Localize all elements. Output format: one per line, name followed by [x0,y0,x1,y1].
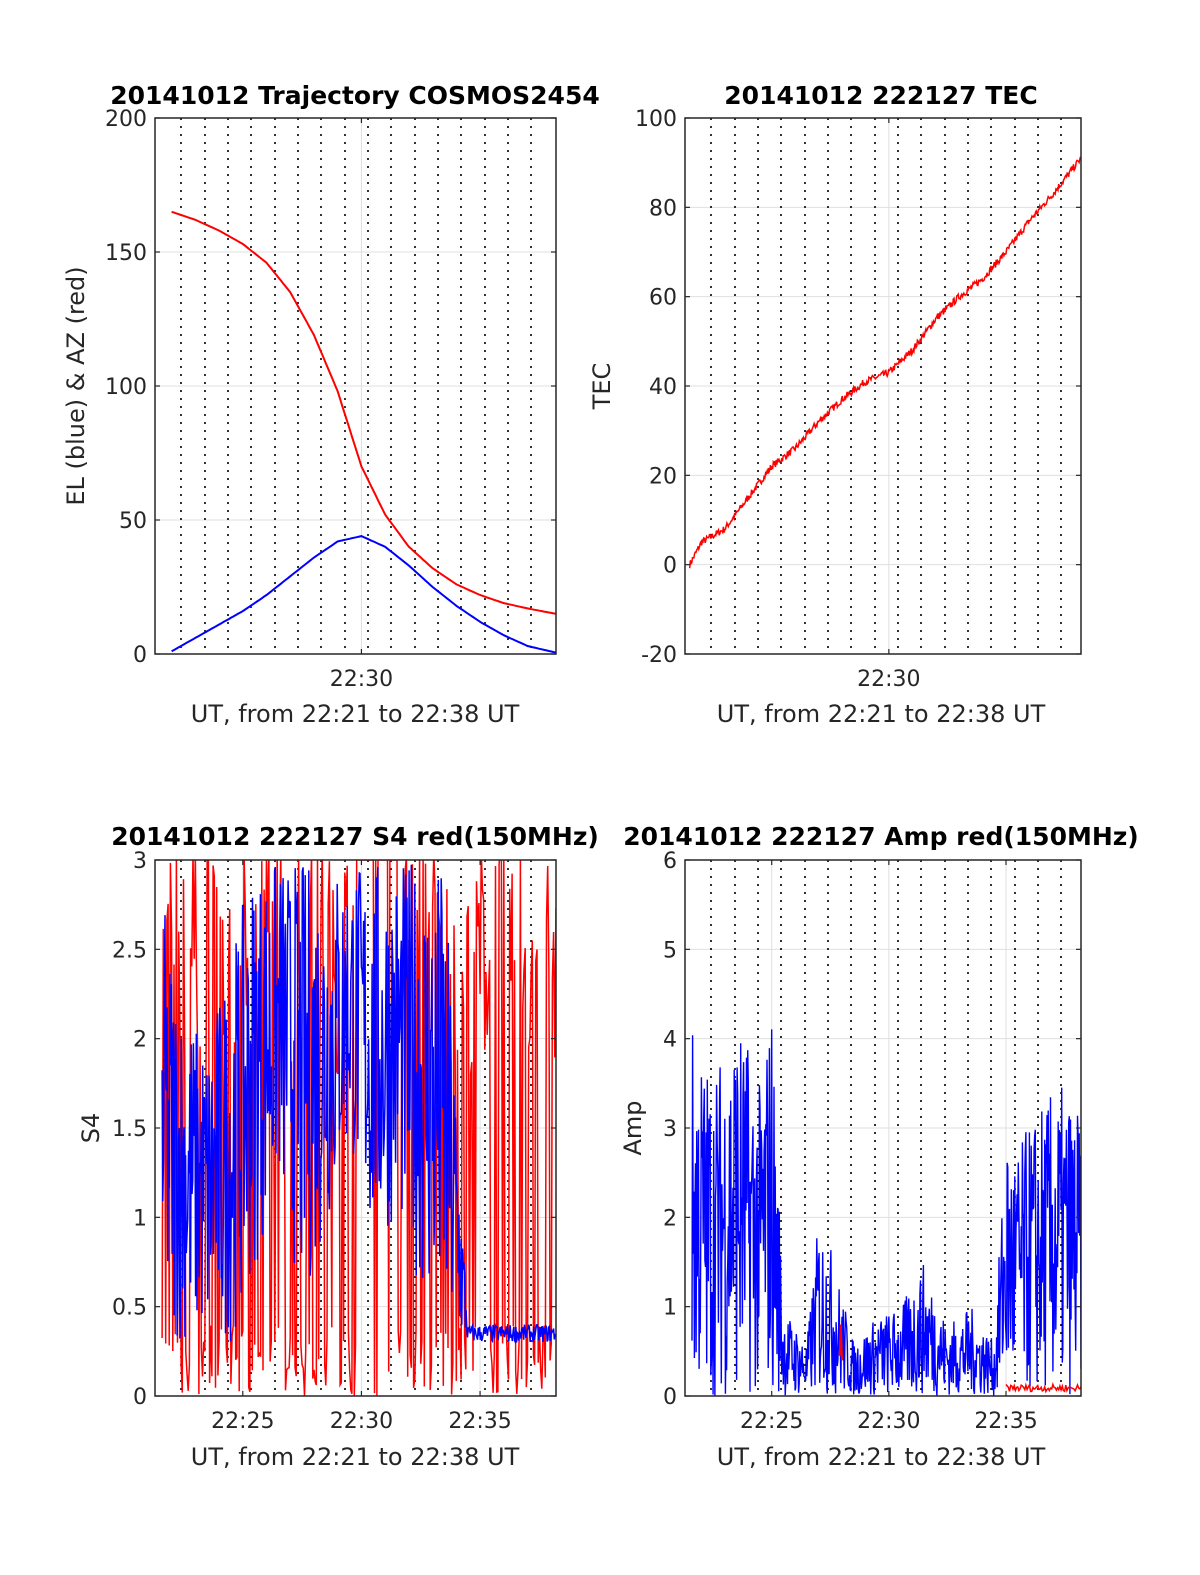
amp-panel: 20141012 222127 Amp red(150MHz) 0 1 2 3 4 5 6 2… [619,822,1139,1471]
ytick-label: 3 [663,1117,677,1142]
ytick-label: 80 [649,196,677,221]
xtick-label: 22:30 [330,667,393,692]
ytick-label: -20 [641,643,677,668]
series-blue-line [161,864,556,1345]
xtick-label: 22:25 [740,1409,803,1434]
ytick-label: 2 [663,1206,677,1231]
ytick-label: 40 [649,375,677,400]
s4-xlabel: UT, from 22:21 to 22:38 UT [191,1443,520,1471]
ytick-label: 100 [635,107,677,132]
ytick-label: 0 [663,1385,677,1410]
s4-ylabel: S4 [77,1113,105,1144]
ytick-label: 5 [663,938,677,963]
s4-panel: 20141012 222127 S4 red(150MHz) 0 0.5 1 1.5 2… [77,822,599,1471]
ytick-label: 3 [133,849,147,874]
trajectory-xlabel: UT, from 22:21 to 22:38 UT [191,700,520,728]
tec-xlabel: UT, from 22:21 to 22:38 UT [717,700,1046,728]
series-az-line [171,210,556,615]
series-blue-line [691,1029,1081,1396]
ytick-label: 1 [133,1206,147,1231]
tec-panel: 20141012 222127 TEC -20 0 20 40 60 80 100 22:30… [588,81,1082,728]
amp-title: 20141012 222127 Amp red(150MHz) [623,822,1139,851]
tec-title: 20141012 222127 TEC [724,81,1037,110]
trajectory-title: 20141012 Trajectory COSMOS2454 [110,81,600,110]
ytick-label: 60 [649,286,677,311]
xtick-label: 22:35 [448,1409,511,1434]
tec-ylabel: TEC [588,363,616,411]
ytick-label: 2 [133,1028,147,1053]
ytick-label: 6 [663,849,677,874]
ytick-label: 4 [663,1028,677,1053]
xtick-label: 22:35 [974,1409,1037,1434]
ytick-label: 200 [105,107,147,132]
ytick-label: 0 [133,1385,147,1410]
ytick-label: 50 [119,509,147,534]
ytick-label: 1 [663,1296,677,1321]
ytick-label: 20 [649,464,677,489]
ytick-label: 0 [663,554,677,579]
amp-xlabel: UT, from 22:21 to 22:38 UT [717,1443,1046,1471]
xtick-label: 22:30 [857,1409,920,1434]
xtick-label: 22:30 [857,667,920,692]
s4-title: 20141012 222127 S4 red(150MHz) [111,822,599,851]
ytick-label: 0.5 [112,1296,147,1321]
series-el-line [171,535,556,654]
series-red-line [838,1324,843,1361]
xtick-label: 22:25 [211,1409,274,1434]
series-tec-line [688,156,1081,569]
ytick-label: 100 [105,375,147,400]
ytick-label: 1.5 [112,1117,147,1142]
ytick-label: 2.5 [112,938,147,963]
ytick-label: 150 [105,241,147,266]
series-red-baseline [1005,1382,1081,1394]
amp-ylabel: Amp [619,1100,647,1155]
trajectory-ylabel: EL (blue) & AZ (red) [62,266,90,505]
trajectory-panel: 20141012 Trajectory COSMOS2454 0 50 100 150… [62,81,600,728]
ytick-label: 0 [133,643,147,668]
xtick-label: 22:30 [330,1409,393,1434]
